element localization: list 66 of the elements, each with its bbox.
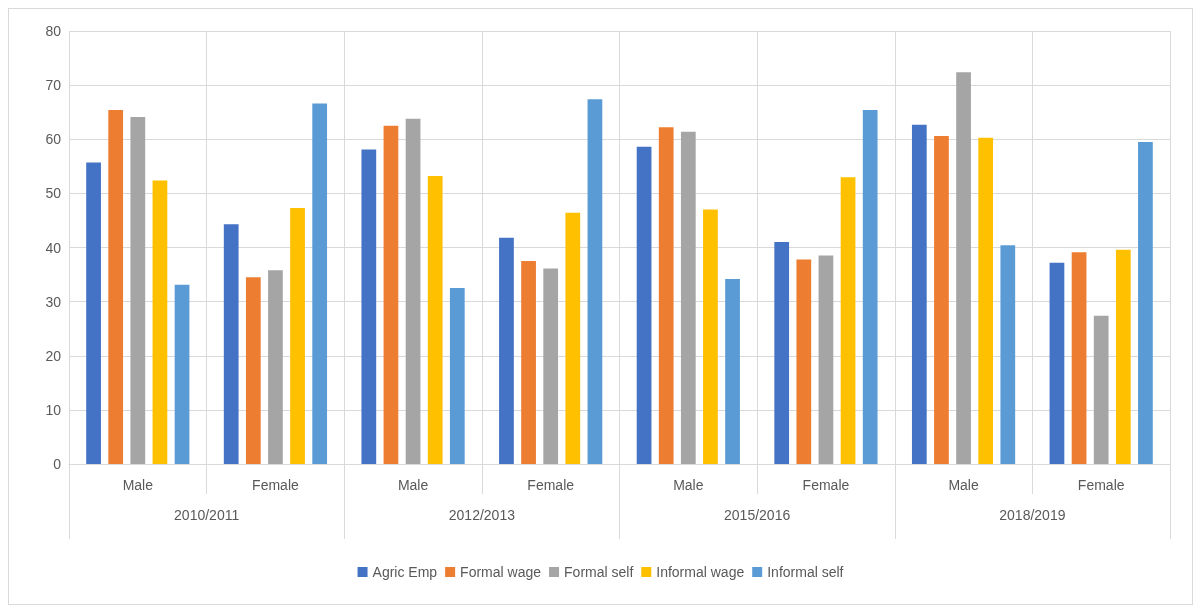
y-tick-label: 80 xyxy=(45,23,62,39)
bar xyxy=(680,131,696,464)
bar xyxy=(86,162,101,464)
bar xyxy=(911,124,927,464)
bar xyxy=(774,242,790,464)
bar xyxy=(268,270,283,464)
bar xyxy=(312,103,328,464)
bar xyxy=(636,146,652,464)
bar xyxy=(703,209,718,464)
y-tick-label: 0 xyxy=(53,456,62,472)
bar xyxy=(383,125,399,464)
bar xyxy=(956,72,971,464)
bar xyxy=(543,268,559,464)
bar xyxy=(587,99,603,464)
x-tick-label: Male xyxy=(673,477,704,493)
x-tick-label: Female xyxy=(802,477,850,493)
legend-label: Informal wage xyxy=(656,564,745,580)
y-tick-label: 20 xyxy=(45,347,62,364)
bar xyxy=(174,284,190,464)
bar xyxy=(840,177,856,464)
bar xyxy=(1000,245,1016,464)
bar xyxy=(427,176,443,464)
bar xyxy=(1049,262,1065,464)
x-tick-label: Female xyxy=(252,477,299,493)
bar xyxy=(1115,249,1131,464)
x-tick-label: Male xyxy=(397,477,429,493)
bar xyxy=(565,212,581,464)
bar xyxy=(405,118,421,464)
x-tick-label: Female xyxy=(527,477,575,493)
bar xyxy=(130,117,146,464)
bar xyxy=(499,237,514,464)
y-tick-label: 10 xyxy=(45,401,62,418)
bar xyxy=(796,259,812,464)
legend-label: Formal wage xyxy=(460,564,542,580)
bar xyxy=(108,110,124,464)
bar xyxy=(449,288,465,464)
y-tick-label: 50 xyxy=(45,185,62,202)
bar xyxy=(862,110,878,464)
y-tick-label: 70 xyxy=(45,77,62,94)
bar xyxy=(1138,141,1153,464)
legend-label: Formal self xyxy=(564,564,634,580)
bar xyxy=(1093,315,1109,464)
bar xyxy=(290,207,305,464)
y-tick-label: 30 xyxy=(45,293,62,310)
text: 2010/2011 xyxy=(174,507,240,523)
bar xyxy=(658,127,674,464)
bar xyxy=(818,255,834,464)
x-tick-label: Male xyxy=(948,477,979,493)
bar xyxy=(361,149,377,464)
legend-label: Agric Emp xyxy=(372,564,438,580)
x-tick-label: Female xyxy=(1077,477,1125,493)
x-tick-label: Male xyxy=(122,477,154,493)
bar xyxy=(725,278,740,464)
bar xyxy=(521,261,536,464)
text: 2015/2016 xyxy=(724,507,791,523)
bar xyxy=(934,136,949,464)
bar xyxy=(152,180,168,464)
text: 2018/2019 xyxy=(999,507,1066,523)
legend-label: Informal self xyxy=(767,564,844,580)
bar xyxy=(245,277,261,464)
y-tick-label: 60 xyxy=(45,131,62,148)
bar xyxy=(223,224,239,464)
bar xyxy=(1071,252,1087,464)
bar xyxy=(978,137,994,464)
y-tick-label: 40 xyxy=(45,239,62,256)
text: 2012/2013 xyxy=(448,507,516,523)
